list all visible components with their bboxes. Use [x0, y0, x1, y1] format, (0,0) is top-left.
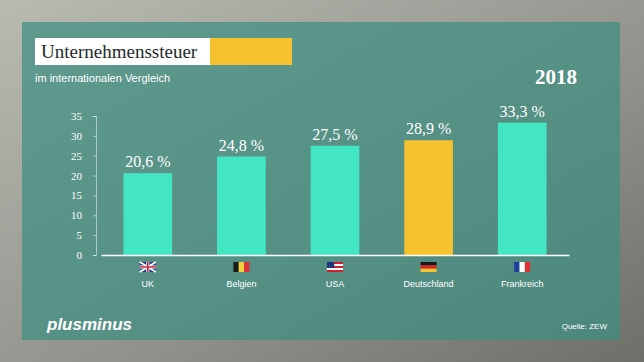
- y-tick-mark: [93, 255, 96, 256]
- flag-stripe: [327, 268, 343, 270]
- flag-field: [140, 262, 156, 272]
- data-label: 28,9 %: [406, 120, 451, 137]
- y-tick-label: 15: [71, 189, 83, 201]
- bar: [123, 173, 172, 255]
- data-label: 33,3 %: [500, 103, 545, 120]
- flag-stripe: [239, 262, 244, 272]
- title-accent: [210, 38, 292, 65]
- flag-stripe: [421, 262, 437, 265]
- data-labels: 20,6 % 24,8 % 27,5 % 28,9 % 33,3 %: [125, 103, 545, 170]
- y-tick-label: 35: [71, 110, 83, 122]
- y-tick-label: 30: [71, 130, 83, 142]
- panel: [22, 22, 620, 340]
- bar: [404, 140, 453, 255]
- y-tick: 15: [71, 189, 96, 201]
- flags: [140, 262, 530, 272]
- x-tick-label: Belgien: [226, 279, 256, 289]
- data-label: 20,6 %: [125, 153, 170, 170]
- y-tick: 5: [77, 229, 97, 241]
- y-tick-mark: [93, 195, 96, 196]
- flag-stripe: [520, 262, 525, 272]
- flag-stripe: [525, 262, 530, 272]
- y-tick: 20: [71, 170, 96, 182]
- x-tick-label: USA: [326, 279, 345, 289]
- x-tick: UK: [142, 255, 155, 289]
- flag-stripe: [514, 262, 519, 272]
- bar: [217, 157, 266, 255]
- y-tick-mark: [93, 156, 96, 157]
- y-tick-label: 5: [77, 229, 83, 241]
- flag: [233, 262, 249, 272]
- flag-cross: [140, 262, 156, 272]
- data-label: 24,8 %: [219, 137, 264, 154]
- y-tick-mark: [93, 136, 96, 137]
- y-tick-mark: [93, 215, 96, 216]
- x-axis: UK Belgien USA Deutschland Frankreich: [102, 255, 570, 289]
- flag: [327, 262, 343, 272]
- data-label: 27,5 %: [312, 126, 357, 143]
- bars: [123, 123, 546, 255]
- y-axis: 0 5 10 15 20 25 30 35: [71, 110, 97, 261]
- flag-stripe: [421, 269, 437, 272]
- flag-stripe: [327, 270, 343, 272]
- y-tick-label: 25: [71, 150, 83, 162]
- flag-cross: [140, 262, 156, 272]
- y-tick-label: 10: [71, 209, 83, 221]
- flag: [421, 262, 437, 272]
- y-axis-line: [93, 117, 97, 256]
- x-tick-label: UK: [142, 279, 155, 289]
- x-tick: Deutschland: [404, 255, 454, 289]
- flag: [140, 262, 156, 272]
- flag-cross: [140, 262, 156, 272]
- x-tick: Frankreich: [501, 255, 544, 289]
- y-tick-label: 0: [77, 249, 83, 261]
- title-box: [35, 38, 210, 65]
- background: [0, 0, 644, 362]
- logo: plusminus: [46, 315, 132, 334]
- x-tick: Belgien: [226, 255, 256, 289]
- flag-stripe: [233, 262, 238, 272]
- title: Unternehmenssteuer: [41, 41, 198, 62]
- x-axis-line: [102, 255, 570, 257]
- source: Quelle: ZEW: [562, 322, 608, 331]
- x-tick: USA: [326, 255, 345, 289]
- y-tick: 25: [71, 150, 96, 162]
- subtitle: im internationalen Vergleich: [35, 72, 170, 84]
- y-tick: 10: [71, 209, 96, 221]
- y-tick: 30: [71, 130, 96, 142]
- y-tick-mark: [93, 116, 96, 117]
- flag: [514, 262, 530, 272]
- bar: [311, 146, 360, 255]
- x-tick-label: Deutschland: [404, 279, 454, 289]
- y-tick: 0: [77, 249, 97, 261]
- y-tick-label: 20: [71, 170, 83, 182]
- bar: [498, 123, 547, 255]
- x-tick-label: Frankreich: [501, 279, 544, 289]
- flag-canton: [327, 262, 334, 268]
- flag-stripe: [244, 262, 249, 272]
- year-label: 2018: [535, 65, 577, 89]
- flag-stripe: [421, 265, 437, 268]
- y-tick-mark: [93, 235, 96, 236]
- y-tick-mark: [93, 176, 96, 177]
- chart-svg: Unternehmenssteuer im internationalen Ver…: [0, 0, 644, 362]
- y-tick: 35: [71, 110, 96, 122]
